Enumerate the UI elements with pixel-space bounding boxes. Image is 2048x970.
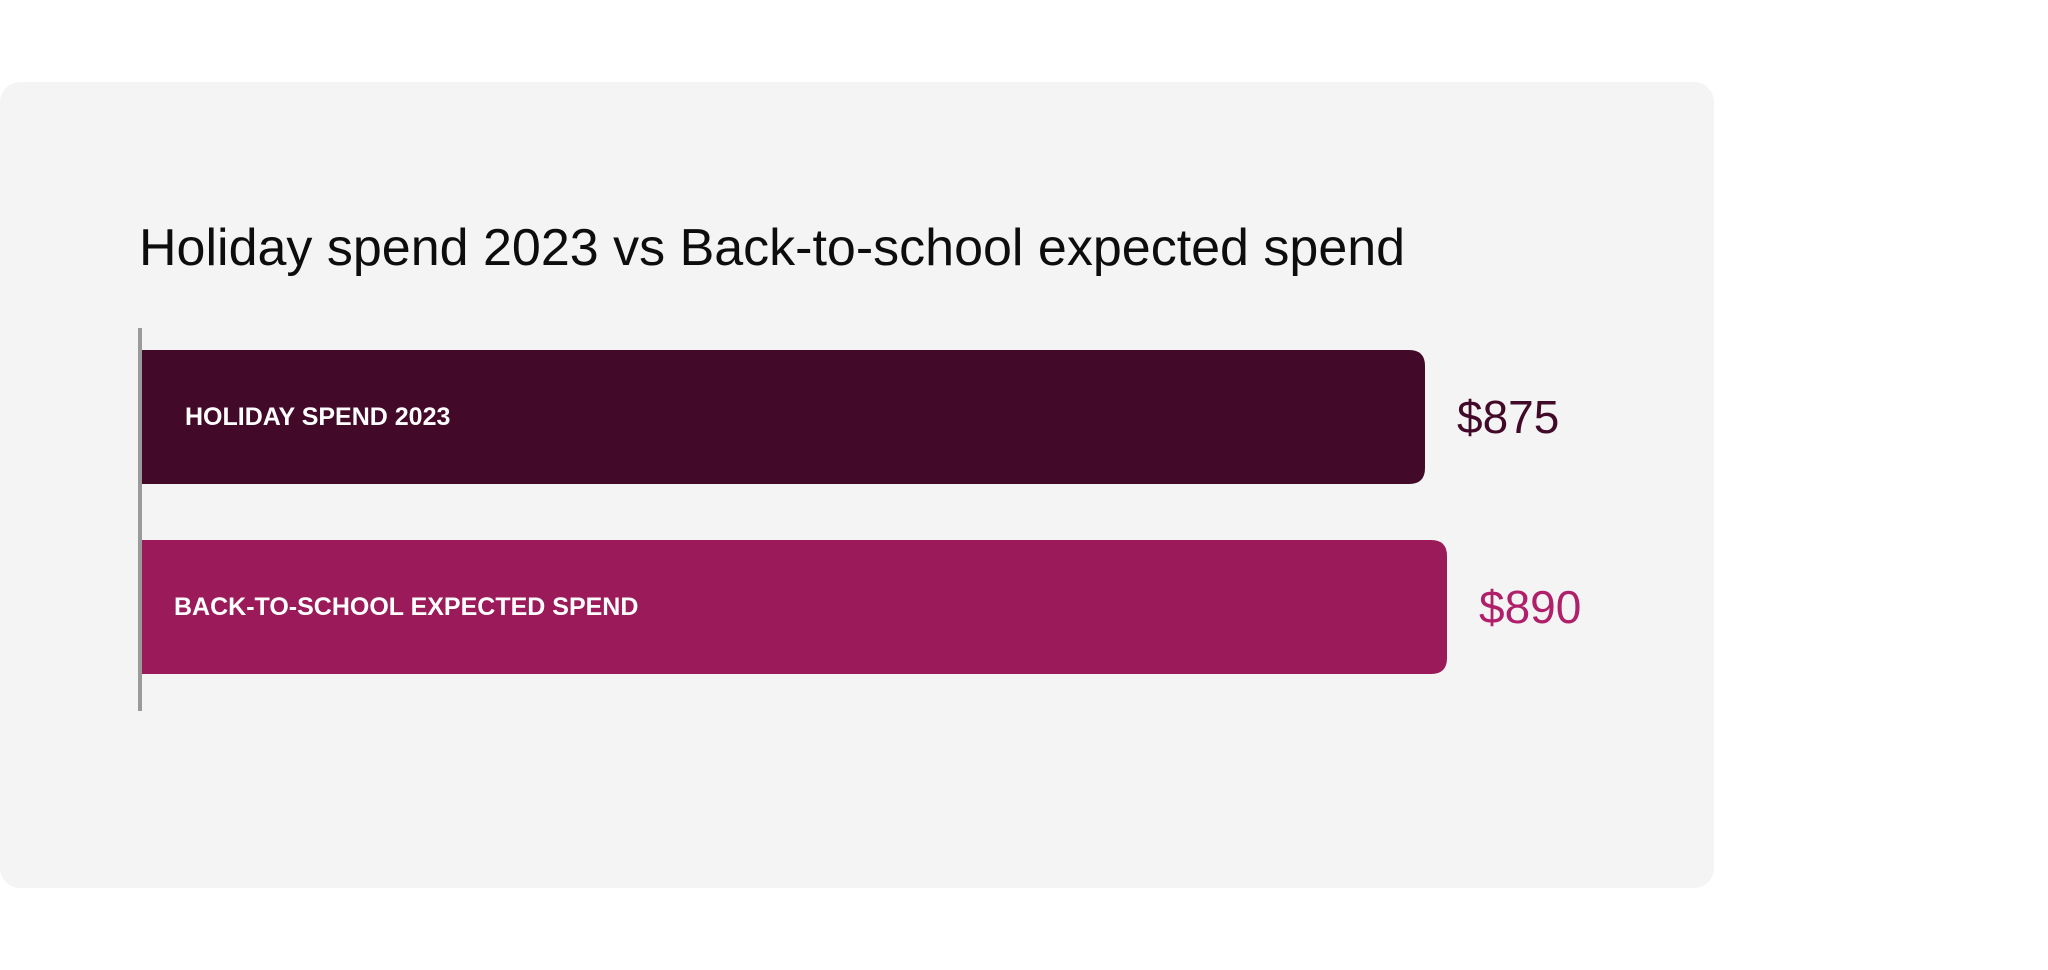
bar-2 bbox=[142, 540, 1447, 674]
chart-card bbox=[0, 82, 1714, 888]
chart-title: Holiday spend 2023 vs Back-to-school exp… bbox=[139, 219, 1406, 277]
bar-value-label-1: $875 bbox=[1457, 391, 1559, 443]
bar-category-label-1: HOLIDAY SPEND 2023 bbox=[185, 403, 450, 431]
bar-1 bbox=[142, 350, 1426, 484]
bar-value-label-2: $890 bbox=[1479, 581, 1581, 633]
bar-category-label-2: BACK-TO-SCHOOL EXPECTED SPEND bbox=[174, 593, 638, 621]
